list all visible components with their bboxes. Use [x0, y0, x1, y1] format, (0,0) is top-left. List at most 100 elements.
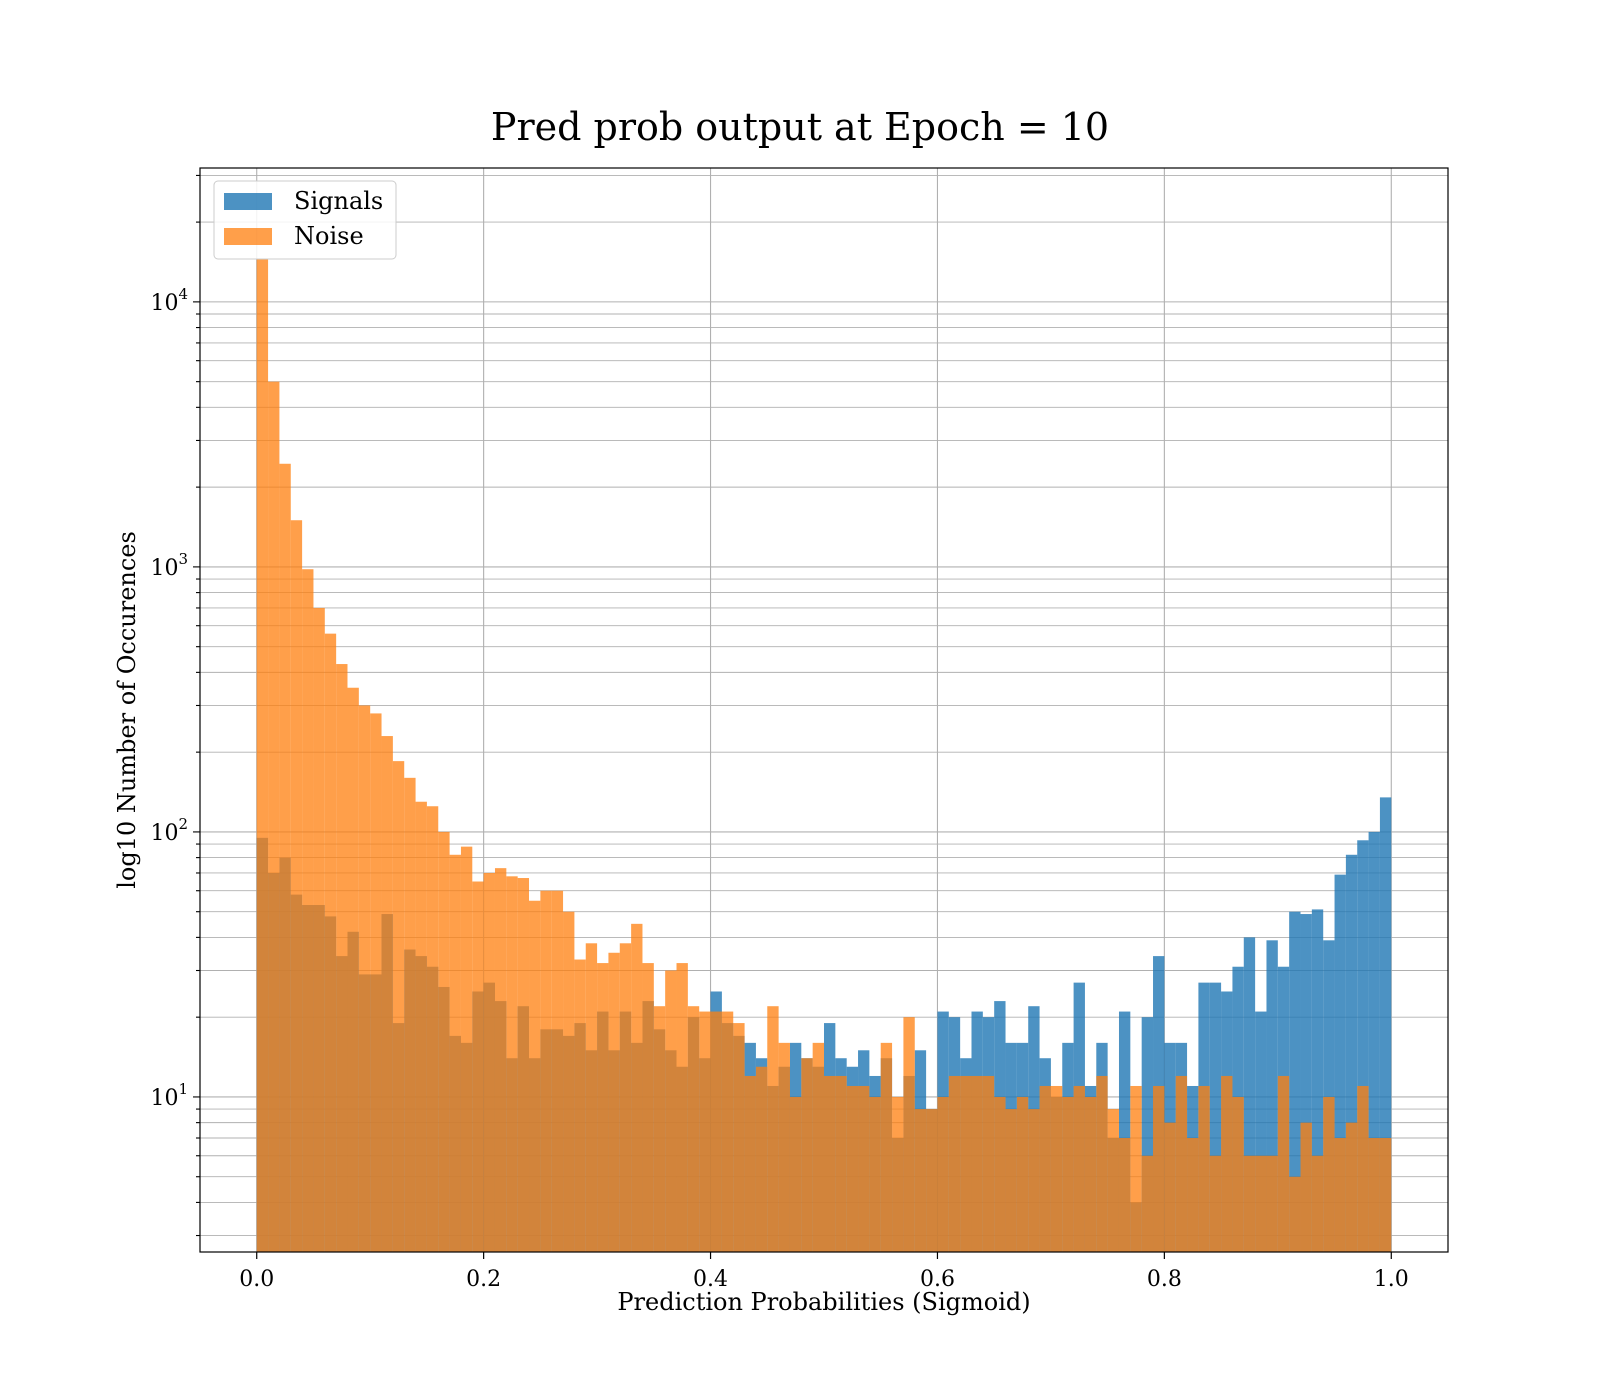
bar-noise-87	[1243, 1155, 1256, 1252]
bar-noise-65	[994, 1096, 1006, 1252]
bar-noise-74	[1096, 1075, 1108, 1252]
bar-noise-96	[1345, 1122, 1358, 1252]
bar-noise-19	[472, 881, 484, 1252]
bar-noise-28	[574, 959, 586, 1252]
bar-noise-83	[1198, 1085, 1210, 1252]
bar-noise-42	[733, 1023, 745, 1252]
legend-swatch-noise	[224, 228, 272, 245]
bar-noise-18	[460, 846, 473, 1252]
bar-signals-97	[1357, 840, 1369, 1252]
bar-noise-25	[540, 890, 552, 1252]
bar-noise-45	[767, 1006, 779, 1252]
chart-title: Pred prob output at Epoch = 10	[491, 105, 1109, 149]
bar-noise-23	[517, 878, 530, 1252]
bar-signals-93	[1311, 909, 1324, 1252]
y-tick-label: 101	[150, 1080, 188, 1111]
bar-noise-56	[892, 1096, 904, 1252]
bar-noise-36	[665, 970, 677, 1252]
bar-noise-55	[880, 1042, 893, 1252]
bar-noise-71	[1062, 1096, 1074, 1252]
bar-noise-57	[903, 1017, 915, 1252]
bar-noise-94	[1323, 1096, 1335, 1252]
bar-noise-64	[982, 1075, 995, 1252]
bar-signals-94	[1323, 940, 1335, 1252]
bar-noise-53	[858, 1085, 870, 1252]
bar-noise-88	[1255, 1155, 1267, 1252]
bar-noise-1	[268, 381, 280, 1252]
bar-noise-49	[812, 1042, 824, 1252]
x-tick-label: 0.4	[693, 1267, 728, 1292]
bar-noise-14	[415, 801, 427, 1252]
bar-noise-0	[256, 259, 269, 1252]
bar-noise-63	[971, 1075, 983, 1252]
bar-noise-70	[1050, 1085, 1063, 1252]
bar-noise-90	[1277, 1075, 1290, 1252]
bar-noise-41	[721, 1011, 734, 1252]
bar-signals-99	[1379, 797, 1392, 1252]
bar-noise-30	[597, 963, 609, 1252]
plot-frame	[199, 167, 1449, 1253]
bar-noise-84	[1209, 1155, 1222, 1252]
bar-noise-95	[1334, 1138, 1346, 1252]
bar-signals-92	[1300, 914, 1312, 1252]
ticks-layer: 0.0 0.2 0.4 0.6 0.8 1.0 101 102 103 104	[150, 174, 1409, 1292]
bar-noise-31	[608, 952, 620, 1252]
bar-noise-32	[619, 943, 632, 1252]
bar-noise-79	[1153, 1085, 1165, 1252]
bar-noise-11	[381, 736, 393, 1252]
bar-noise-47	[789, 1096, 802, 1252]
legend-swatch-signals	[224, 193, 272, 210]
bar-noise-66	[1005, 1109, 1017, 1252]
bar-noise-59	[926, 1109, 938, 1252]
bar-noise-10	[370, 713, 382, 1252]
bar-noise-20	[483, 872, 495, 1252]
bar-noise-99	[1379, 1138, 1392, 1252]
bar-noise-81	[1175, 1075, 1188, 1252]
x-tick-label: 0.0	[239, 1267, 274, 1292]
y-axis-label: log10 Number of Occurences	[113, 531, 141, 889]
bar-noise-26	[551, 890, 564, 1252]
bar-signals-96	[1345, 854, 1358, 1252]
bar-noise-4	[302, 569, 314, 1252]
bar-noise-33	[631, 923, 643, 1252]
bar-noise-44	[755, 1066, 768, 1252]
bar-signals-84	[1209, 982, 1222, 1252]
bar-noise-67	[1016, 1096, 1029, 1252]
bar-noise-2	[279, 463, 291, 1252]
bar-noise-50	[824, 1075, 836, 1252]
bar-noise-8	[347, 687, 359, 1252]
bar-noise-17	[449, 854, 461, 1252]
bar-noise-51	[835, 1075, 847, 1252]
bar-noise-85	[1221, 1075, 1233, 1252]
bar-noise-22	[506, 876, 518, 1252]
bar-noise-39	[699, 1011, 711, 1252]
bar-noise-21	[494, 868, 507, 1252]
bar-noise-5	[313, 607, 325, 1252]
legend: Signals Noise	[213, 180, 397, 260]
x-tick-label: 0.8	[1147, 1267, 1182, 1292]
bar-noise-34	[642, 963, 654, 1252]
bar-signals-78	[1141, 1017, 1154, 1252]
bar-noise-52	[846, 1085, 859, 1252]
x-tick-label: 0.6	[920, 1267, 955, 1292]
bar-noise-72	[1073, 1085, 1085, 1252]
bar-noise-62	[960, 1075, 972, 1252]
bar-noise-16	[438, 831, 450, 1252]
bar-noise-38	[687, 1006, 700, 1252]
bar-noise-9	[358, 705, 371, 1252]
y-tick-label: 103	[150, 550, 188, 581]
bar-noise-97	[1357, 1085, 1369, 1252]
bar-noise-40	[710, 1011, 722, 1252]
bar-noise-3	[290, 520, 303, 1252]
bar-noise-86	[1232, 1096, 1244, 1252]
x-axis-label: Prediction Probabilities (Sigmoid)	[617, 1288, 1030, 1316]
bar-noise-80	[1164, 1122, 1176, 1252]
bar-noise-98	[1368, 1138, 1380, 1252]
y-tick-label: 104	[150, 285, 188, 316]
bar-signals-95	[1334, 874, 1346, 1252]
bar-noise-12	[392, 761, 405, 1252]
bar-noise-54	[869, 1096, 881, 1252]
bar-noise-76	[1118, 1138, 1131, 1252]
legend-label-noise: Noise	[294, 222, 364, 250]
